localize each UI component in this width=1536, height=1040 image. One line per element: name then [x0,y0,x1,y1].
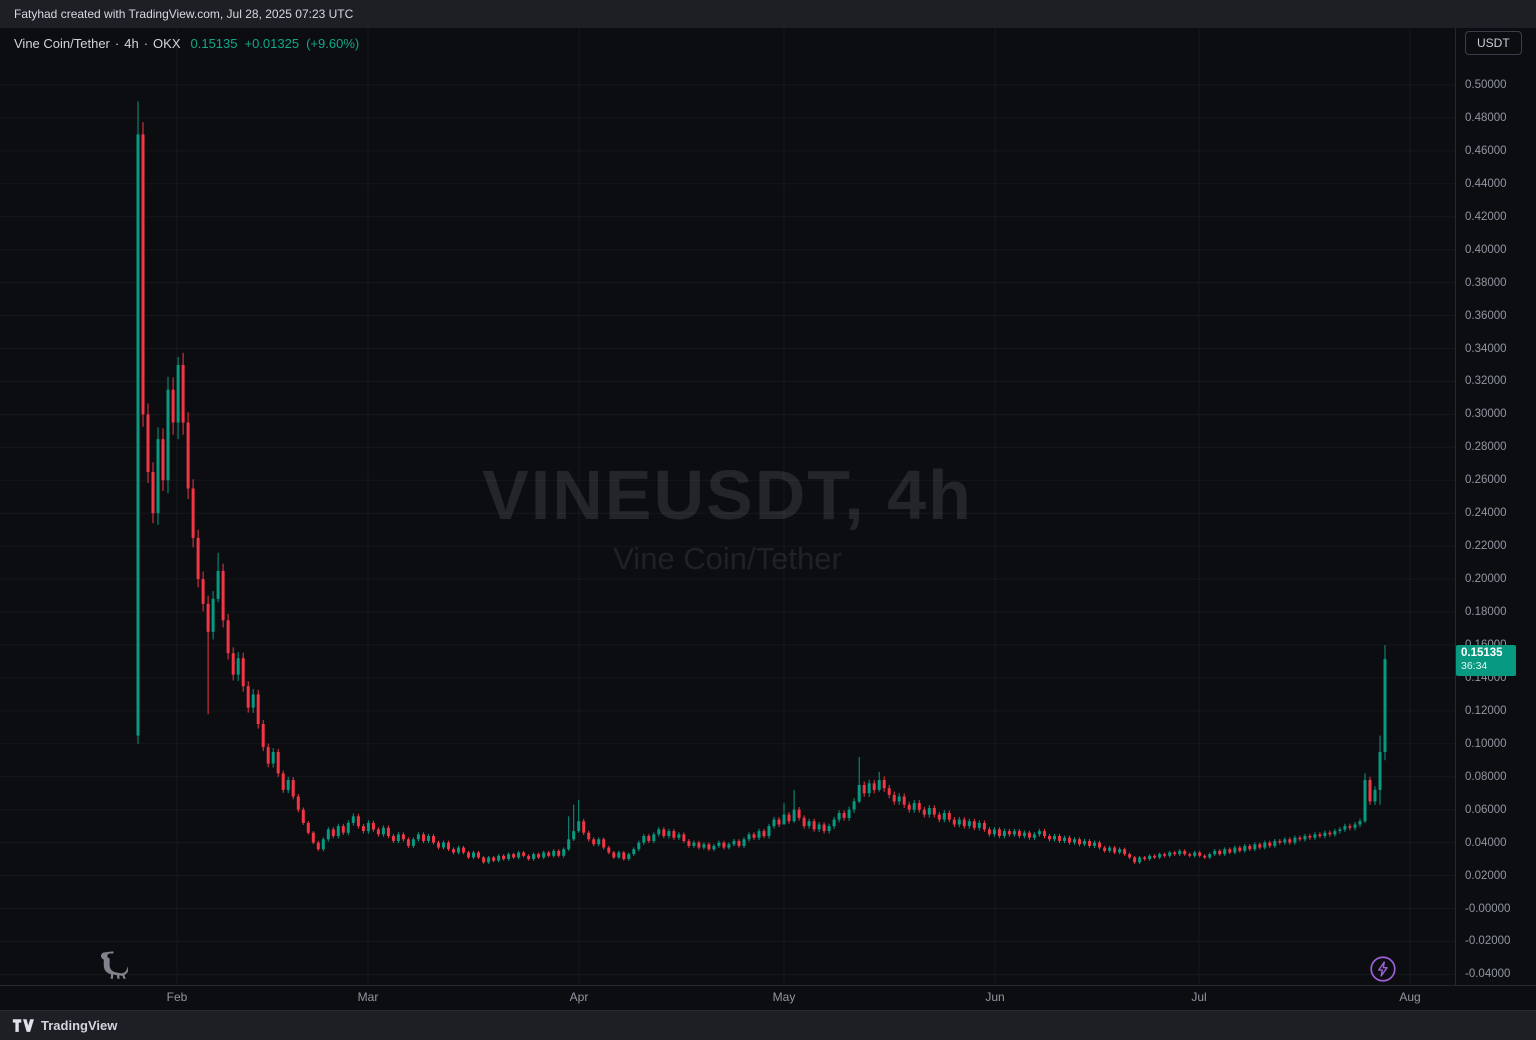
tradingview-logo-icon[interactable] [12,1018,34,1034]
price-tick-label: 0.32000 [1465,375,1507,388]
price-tick-label: 0.44000 [1465,177,1507,190]
dino-icon [101,951,128,979]
time-tick-label: Apr [569,990,589,1004]
time-axis[interactable]: Feb Mar Apr May Jun Jul Aug [0,985,1536,1010]
price-tick-label: 0.20000 [1465,573,1507,586]
lightning-bolt-icon [1370,956,1396,982]
price-tick-label: 0.50000 [1465,79,1507,91]
legend-change-abs: +0.01325 [244,36,300,51]
price-tick-label: 0.36000 [1465,309,1507,322]
price-tick-label: 0.12000 [1465,704,1507,717]
time-tick-label: Aug [1399,990,1421,1004]
price-tick-label: -0.02000 [1465,935,1511,948]
attribution-text: Fatyhad created with TradingView.com, Ju… [14,7,354,21]
legend-exchange: OKX [153,36,181,51]
last-price-value: 0.15135 [1461,647,1503,660]
currency-button[interactable]: USDT [1465,31,1522,55]
time-tick-label: May [772,990,796,1004]
price-tick-label: 0.46000 [1465,144,1507,157]
price-tick-label: 0.22000 [1465,540,1507,553]
price-tick-label: 0.48000 [1465,111,1507,124]
chart-area[interactable]: VINEUSDT, 4h Vine Coin/Tether Vine Coin/… [0,28,1455,985]
time-tick-label: Jun [985,990,1005,1004]
legend-symbol[interactable]: Vine Coin/Tether [14,36,110,51]
time-tick-label: Mar [357,990,379,1004]
price-tick-label: 0.34000 [1465,342,1507,355]
price-tick-label: 0.40000 [1465,243,1507,256]
price-tick-label: 0.04000 [1465,836,1507,849]
price-tick-label: 0.08000 [1465,770,1507,783]
tradingview-brand-text[interactable]: TradingView [41,1018,118,1033]
price-tick-label: -0.00000 [1465,902,1511,915]
legend-interval[interactable]: 4h [124,36,139,51]
price-tick-label: -0.04000 [1465,968,1511,981]
price-tick-label: 0.10000 [1465,737,1507,750]
chart-legend[interactable]: Vine Coin/Tether · 4h · OKX 0.15135 +0.01325 (+… [14,36,366,51]
footer-bar: TradingView [0,1010,1536,1040]
legend-separator: · [143,36,149,51]
price-tick-label: 0.38000 [1465,276,1507,289]
price-axis[interactable]: USDT 0.50000 0.48000 0.46000 0.44000 0.42000… [1455,28,1536,985]
price-tick-label: 0.42000 [1465,210,1507,223]
price-tick-label: 0.02000 [1465,869,1507,882]
bar-countdown: 36:34 [1461,660,1488,673]
attribution-bar: Fatyhad created with TradingView.com, Ju… [0,0,1536,28]
price-tick-label: 0.06000 [1465,803,1507,816]
price-tick-label: 0.28000 [1465,441,1507,454]
price-tick-label: 0.18000 [1465,606,1507,619]
legend-last-price: 0.15135 [190,36,238,51]
time-tick-label: Feb [166,990,188,1004]
last-price-tag: 0.15135 36:34 [1456,645,1516,677]
price-tick-label: 0.24000 [1465,507,1507,520]
legend-separator: · [114,36,120,51]
candlestick-chart[interactable] [0,0,1455,985]
price-tick-label: 0.30000 [1465,408,1507,421]
price-tick-label: 0.26000 [1465,474,1507,487]
legend-change-pct: (+9.60%) [306,36,360,51]
time-tick-label: Jul [1191,990,1207,1004]
